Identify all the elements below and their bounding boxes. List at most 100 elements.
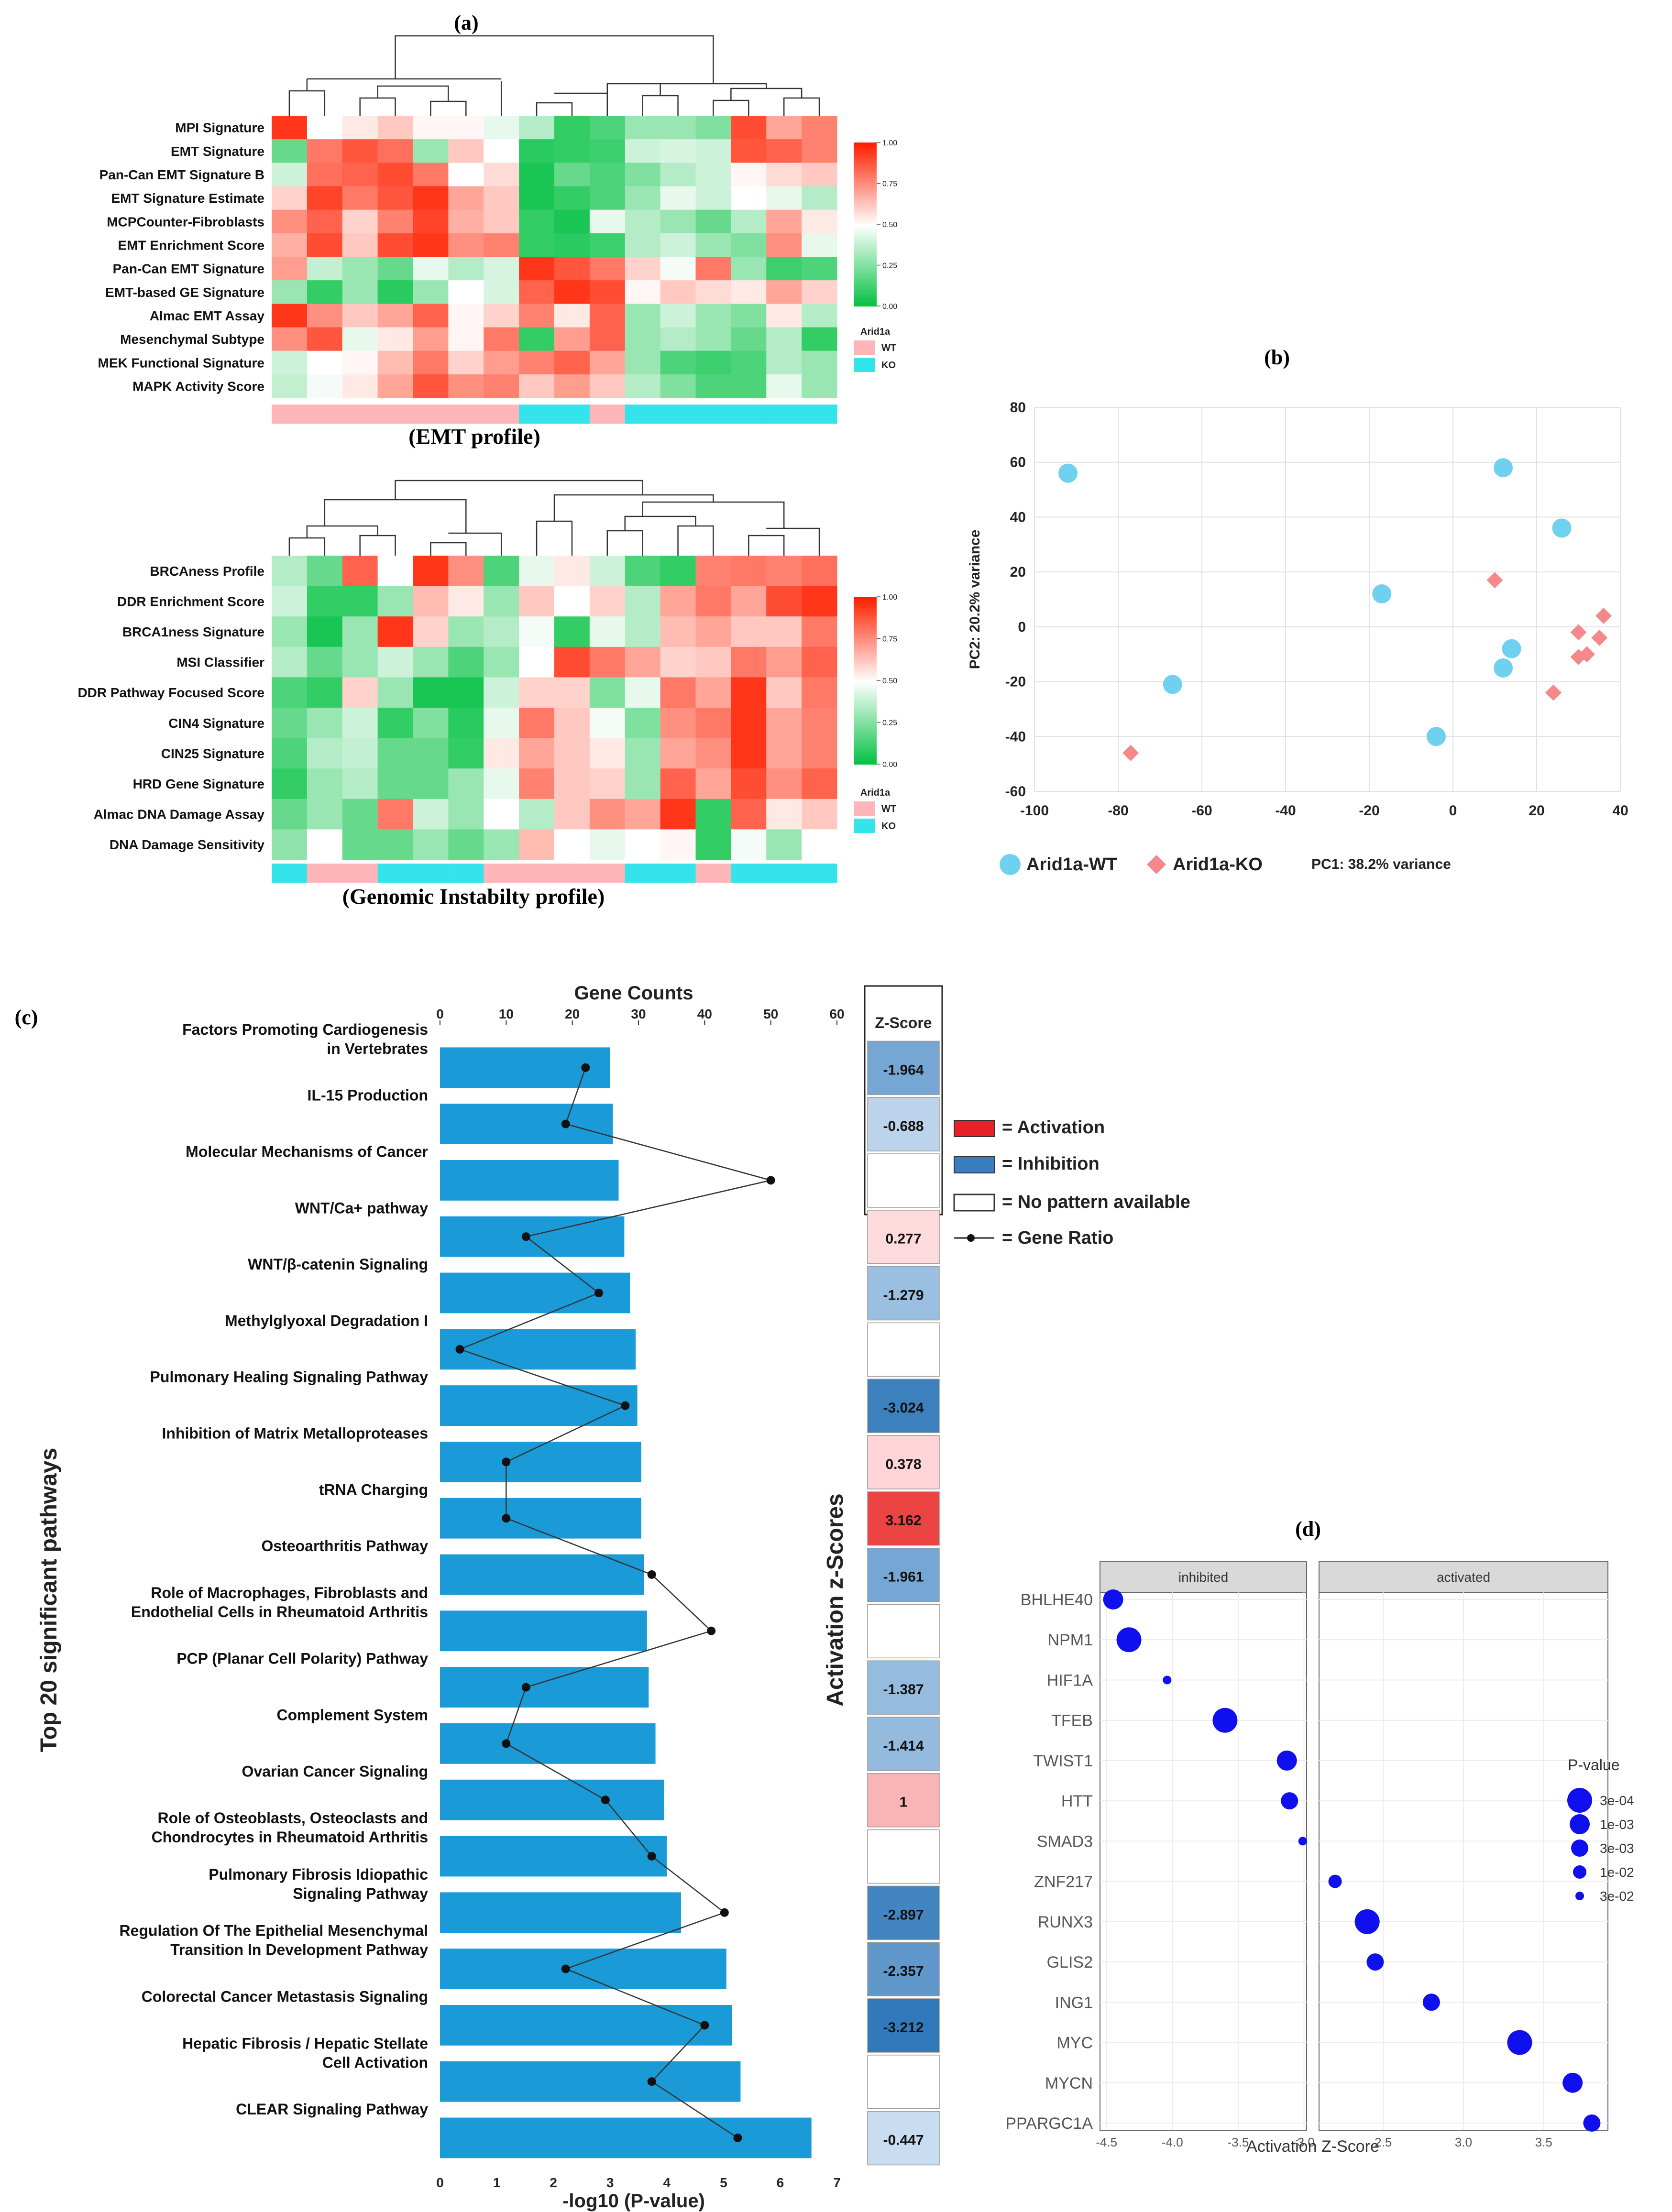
scale-step xyxy=(854,666,877,670)
heatmap-cell xyxy=(660,646,696,678)
scale-step xyxy=(854,188,877,192)
gene-ratio-point xyxy=(647,1570,656,1579)
dotplot-point xyxy=(1163,1675,1172,1685)
legend-ko-marker xyxy=(1147,855,1166,874)
heatmap-cell xyxy=(307,327,343,351)
gene-count-tick-label: 10 xyxy=(499,1007,514,1021)
heatmap-cell xyxy=(625,677,661,708)
zscore-value: -1.961 xyxy=(883,1569,924,1585)
heatmap-cell xyxy=(484,280,519,304)
scale-step xyxy=(854,159,877,162)
pvalue-legend-title: P-value xyxy=(1568,1756,1620,1774)
heatmap-cell xyxy=(448,708,484,739)
zscore-value: 0.277 xyxy=(885,1231,921,1247)
scale-tick-label: 0.50 xyxy=(882,677,897,685)
scale-step xyxy=(854,716,877,720)
heatmap-cell xyxy=(660,374,696,398)
pca-y-tick-label: 0 xyxy=(1018,619,1026,635)
scale-step xyxy=(854,619,877,623)
scale-step xyxy=(854,661,877,664)
zscore-value: 3.162 xyxy=(885,1513,921,1529)
heatmap-cell xyxy=(272,233,308,257)
pca-x-tick-label: 0 xyxy=(1449,803,1457,819)
heatmap-cell xyxy=(766,708,802,739)
scale-step xyxy=(854,722,877,726)
pathway-label: tRNA Charging xyxy=(319,1481,428,1498)
heatmap-cell xyxy=(554,799,590,830)
heatmap-cell xyxy=(695,586,731,617)
heatmap-cell xyxy=(377,616,413,647)
heatmap-cell xyxy=(731,708,767,739)
annotation-cell xyxy=(660,864,696,883)
pathway-label: Role of Osteoblasts, Osteoclasts and xyxy=(158,1809,428,1827)
heatmap-cell xyxy=(484,829,519,860)
heatmap-row-label: Almac EMT Assay xyxy=(150,308,265,323)
heatmap-cell xyxy=(413,708,449,739)
pca-point-wt xyxy=(1427,727,1446,746)
heatmap-cell xyxy=(413,257,449,281)
scale-step xyxy=(854,647,877,650)
heatmap-cell xyxy=(802,829,837,860)
scale-step xyxy=(854,210,877,214)
pathway-bar xyxy=(440,2061,741,2102)
heatmap-cell xyxy=(766,327,802,351)
heatmap-cell xyxy=(307,586,343,617)
annotation-cell xyxy=(766,405,802,424)
pvalue-tick-label: 3 xyxy=(606,2175,614,2190)
annotation-cell xyxy=(589,405,626,424)
heatmap-cell xyxy=(766,304,802,328)
heatmap-cell xyxy=(589,829,626,860)
heatmap-cell xyxy=(589,139,626,163)
heatmap-cell xyxy=(731,280,767,304)
scale-step xyxy=(854,638,877,642)
heatmap-cell xyxy=(484,350,519,375)
heatmap-cell xyxy=(589,799,626,830)
legend-inhibition-label: = Inhibition xyxy=(1002,1154,1100,1174)
pca-y-tick-label: 20 xyxy=(1010,564,1026,580)
gene-label: BHLHE40 xyxy=(1021,1591,1093,1609)
heatmap-cell xyxy=(448,209,484,234)
heatmap-cell xyxy=(625,304,661,328)
pvalue-legend-label: 3e-02 xyxy=(1600,1889,1634,1904)
annotation-cell xyxy=(766,864,802,883)
scale-step xyxy=(854,213,877,217)
pathway-label: in Vertebrates xyxy=(327,1040,428,1057)
heatmap-cell xyxy=(731,374,767,398)
annotation-cell xyxy=(589,864,626,883)
legend-activation-label: = Activation xyxy=(1002,1117,1105,1138)
scale-step xyxy=(854,753,877,756)
legend-ko-swatch xyxy=(854,819,875,833)
heatmap-cell xyxy=(342,616,378,647)
heatmap-cell xyxy=(802,209,837,234)
annotation-cell xyxy=(731,864,767,883)
emt-heatmap: MPI Signature EMT Signature Pan-Can EMT Si… xyxy=(98,35,897,424)
heatmap-cell xyxy=(731,257,767,281)
annotation-cell xyxy=(484,864,519,883)
heatmap-cell xyxy=(448,304,484,328)
heatmap-cell xyxy=(484,116,519,140)
heatmap-row-label: MEK Functional Signature xyxy=(98,355,264,370)
heatmap-cell xyxy=(802,799,837,830)
scale-step xyxy=(854,758,877,762)
heatmap-cell xyxy=(519,646,555,678)
heatmap-cell xyxy=(377,186,413,210)
scale-step xyxy=(854,627,877,631)
heatmap-cell xyxy=(554,829,590,860)
zscore-cell xyxy=(867,1547,940,1602)
scale-step xyxy=(854,175,877,179)
dendrogram xyxy=(288,35,820,116)
gene-count-tick-label: 0 xyxy=(436,1007,444,1021)
inhibited-tick-label: -3.5 xyxy=(1228,2135,1249,2149)
zscore-value: -2.357 xyxy=(883,1963,924,1979)
heatmap-cell xyxy=(519,257,555,281)
heatmap-row-label: BRCA1ness Signature xyxy=(122,624,264,639)
scale-step xyxy=(854,611,877,614)
annotation-cell xyxy=(695,405,731,424)
heatmap-cell xyxy=(731,304,767,328)
scale-step xyxy=(854,608,877,612)
heatmap-cell xyxy=(554,616,590,647)
heatmap-cell xyxy=(695,708,731,739)
pathway-label: Methylglyoxal Degradation I xyxy=(225,1312,428,1329)
annotation-cell xyxy=(519,864,555,883)
heatmap-cell xyxy=(448,116,484,140)
